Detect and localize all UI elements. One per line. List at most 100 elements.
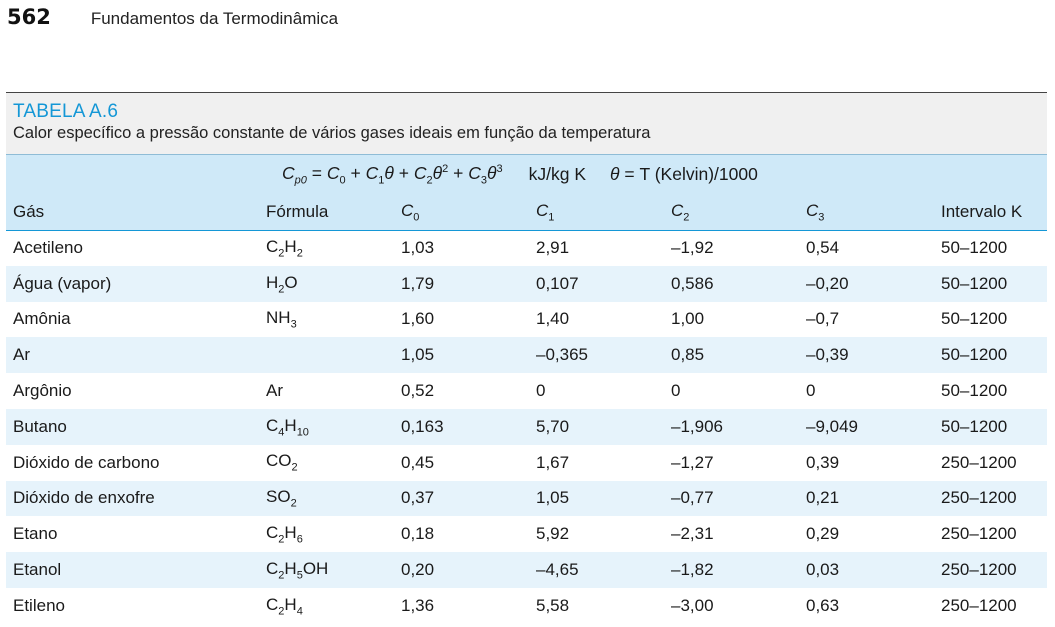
formula-subscript: 2	[291, 461, 298, 474]
cell-c1: 0,107	[536, 273, 579, 293]
cell-gas: Etileno	[13, 595, 65, 615]
cell-range: 50–1200	[941, 273, 1008, 293]
cell-c0: 1,05	[401, 345, 435, 365]
formula-subscript: 2	[278, 247, 285, 260]
formula-element: Ar	[266, 381, 283, 401]
cell-range: 250–1200	[941, 595, 1017, 615]
cell-gas: Dióxido de carbono	[13, 452, 160, 472]
cell-c0: 0,37	[401, 488, 435, 508]
formula-element: OH	[302, 558, 329, 578]
cell-formula: C2H4	[259, 588, 394, 624]
formula-element: H	[284, 523, 297, 543]
formula-subscript: 2	[278, 533, 285, 546]
cell-c1: –0,365	[536, 345, 588, 365]
cell-c3: –9,049	[806, 416, 858, 436]
cell-range: 250–1200	[941, 524, 1017, 544]
cp-formula: Cp0 = C0 + C1θ + C2θ2 + C3θ3	[282, 162, 503, 187]
table-row: Dióxido de enxofre SO2 0,37 1,05 –0,77 0,21 25…	[6, 480, 1047, 517]
cell-c2: –3,00	[671, 595, 714, 615]
table-block: TABELA A.6 Calor específico a pressão co…	[6, 92, 1047, 624]
cell-gas: Dióxido de enxofre	[13, 488, 155, 508]
formula-element: C	[266, 236, 279, 256]
cell-range: 250–1200	[941, 560, 1017, 580]
table-row: Argônio Ar 0,52 0 0 0 50–1200	[6, 373, 1047, 409]
formula-subscript: 5	[296, 569, 303, 582]
table-row: Etanol C2H5OH 0,20 –4,65 –1,82 0,03 250–1200	[6, 552, 1047, 588]
cell-formula: C4H10	[259, 409, 394, 445]
cell-c0: 0,52	[401, 381, 435, 401]
cell-formula: C2H5OH	[259, 552, 394, 588]
header-formula: Fórmula	[259, 194, 394, 231]
formula-subscript: 4	[278, 426, 285, 439]
cell-c0: 1,36	[401, 595, 435, 615]
cell-formula: C2H6	[259, 516, 394, 552]
cell-c2: 0	[671, 381, 681, 401]
formula-element: H	[284, 236, 297, 256]
cell-formula: Ar	[259, 373, 394, 409]
table-label: TABELA A.6	[13, 101, 119, 122]
cell-c3: –0,20	[806, 273, 849, 293]
formula-subscript: 4	[296, 605, 303, 618]
formula-element: H	[284, 594, 297, 614]
formula-subscript: 6	[296, 533, 303, 546]
cell-gas: Água (vapor)	[13, 273, 112, 293]
cell-gas: Ar	[13, 345, 30, 365]
header-c2: C2	[664, 194, 799, 231]
cell-formula: C2H2	[259, 230, 394, 266]
cell-c0: 0,18	[401, 524, 435, 544]
header-c1: C1	[529, 194, 664, 231]
formula-element: C	[266, 558, 279, 578]
table-row: Acetileno C2H2 1,03 2,91 –1,92 0,54 50–1200	[6, 230, 1047, 266]
cell-c3: –0,39	[806, 345, 849, 365]
cell-c3: 0,21	[806, 488, 840, 508]
formula-element: NH	[266, 308, 291, 328]
cell-range: 50–1200	[941, 309, 1008, 329]
header-range: Intervalo K	[934, 194, 1047, 231]
formula-element: SO	[266, 487, 291, 507]
page-header: 562 Fundamentos da Termodinâmica	[7, 5, 338, 33]
formula-subscript: 2	[278, 282, 285, 295]
formula-subscript: 2	[296, 247, 303, 260]
cell-c2: –1,906	[671, 416, 723, 436]
cell-c2: 0,586	[671, 273, 714, 293]
cell-c3: 0,03	[806, 560, 840, 580]
header-c0: C0	[394, 194, 529, 231]
cell-c1: 2,91	[536, 238, 570, 258]
formula-element: C	[266, 415, 279, 435]
cell-c1: 0	[536, 381, 546, 401]
formula-units: kJ/kg K	[528, 164, 587, 184]
formula-element: H	[266, 272, 279, 292]
cell-range: 250–1200	[941, 488, 1017, 508]
cell-gas: Amônia	[13, 309, 71, 329]
formula-element: H	[284, 415, 297, 435]
formula-element: CO	[266, 451, 292, 471]
table-row: Água (vapor) H2O 1,79 0,107 0,586 –0,20 50–120…	[6, 265, 1047, 302]
cell-c1: 1,40	[536, 309, 570, 329]
table-row: Amônia NH3 1,60 1,40 1,00 –0,7 50–1200	[6, 302, 1047, 338]
table-caption: TABELA A.6 Calor específico a pressão co…	[6, 93, 1047, 154]
formula-subscript: 3	[290, 318, 297, 331]
cell-c2: 0,85	[671, 345, 705, 365]
cell-range: 50–1200	[941, 345, 1008, 365]
cell-formula	[259, 337, 394, 373]
cell-c0: 1,79	[401, 273, 435, 293]
cell-range: 50–1200	[941, 416, 1008, 436]
cell-gas: Acetileno	[13, 238, 83, 258]
cell-formula: CO2	[259, 445, 394, 481]
formula-row: Cp0 = C0 + C1θ + C2θ2 + C3θ3 kJ/kg K θ =…	[6, 154, 1047, 194]
table-body: Acetileno C2H2 1,03 2,91 –1,92 0,54 50–1200 Águ…	[6, 230, 1047, 624]
table-row: Butano C4H10 0,163 5,70 –1,906 –9,049 50–1200	[6, 408, 1047, 445]
formula-element: H	[284, 558, 297, 578]
header-c3: C3	[799, 194, 934, 231]
table-top-rule	[6, 92, 1047, 93]
cell-c3: 0,29	[806, 524, 840, 544]
cell-c1: –4,65	[536, 560, 579, 580]
cell-c0: 0,163	[401, 416, 444, 436]
cell-c3: 0,54	[806, 238, 840, 258]
page-number: 562	[7, 5, 51, 29]
cell-c2: –1,82	[671, 560, 714, 580]
cell-c1: 1,67	[536, 452, 570, 472]
formula-element: C	[266, 594, 279, 614]
cell-c0: 0,45	[401, 452, 435, 472]
formula-subscript: 2	[278, 605, 285, 618]
